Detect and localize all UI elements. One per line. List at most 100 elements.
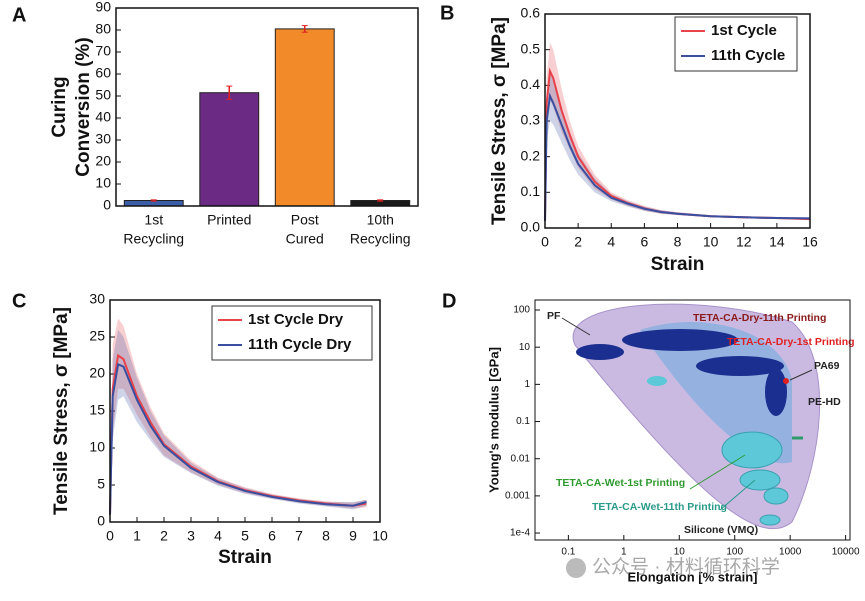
annotation: PA69 xyxy=(814,360,840,372)
y-tick-label: 100 xyxy=(513,305,530,316)
x-tick-label: 6 xyxy=(640,234,648,250)
x-tick-label: 2 xyxy=(574,234,582,250)
x-tick-label: 9 xyxy=(349,528,357,544)
x-tick-label: 14 xyxy=(769,234,785,250)
annotation: PF xyxy=(547,310,561,322)
y-tick-label: 0.3 xyxy=(521,112,541,128)
leader-line xyxy=(789,369,813,381)
y-tick-label: 90 xyxy=(95,0,111,15)
x-tick-label: Recycling xyxy=(123,231,184,247)
material-blob xyxy=(765,368,787,416)
x-axis-label: Strain xyxy=(651,254,705,275)
bar xyxy=(274,28,335,207)
line xyxy=(544,92,811,221)
property-regions xyxy=(561,303,821,578)
leader-line xyxy=(689,454,746,490)
x-tick-label: 1st xyxy=(144,212,163,228)
material-blob xyxy=(739,469,781,491)
leader-line xyxy=(561,317,591,336)
material-blob xyxy=(696,356,784,376)
legend-label: 11th Cycle xyxy=(711,47,785,64)
x-tick-label: 0.1 xyxy=(561,547,575,558)
x-tick-label: 6 xyxy=(268,528,276,544)
x-tick-label: 8 xyxy=(674,234,682,250)
x-tick-label: 3 xyxy=(187,528,195,544)
bar xyxy=(199,92,260,207)
y-tick-label: 30 xyxy=(95,131,111,147)
x-tick-label: 7 xyxy=(295,528,303,544)
x-tick-label: 4 xyxy=(214,528,222,544)
legend-label: 1st Cycle xyxy=(711,22,777,39)
panel-label: C xyxy=(12,290,26,312)
y-tick-label: 0.1 xyxy=(521,183,541,199)
x-tick-label: 1000 xyxy=(779,547,802,558)
y-axis-label: Tensile Stress, σ [MPa] xyxy=(51,307,72,515)
y-axis-label: Curing xyxy=(49,76,70,137)
material-blob xyxy=(763,487,789,505)
x-tick-label: 4 xyxy=(607,234,615,250)
y-tick-label: 0.5 xyxy=(521,40,541,56)
y-tick-label: 25 xyxy=(89,328,105,344)
line xyxy=(109,362,367,515)
y-tick-label: 60 xyxy=(95,65,111,81)
material-blob xyxy=(622,329,738,351)
x-tick-label: 10 xyxy=(372,528,388,544)
x-tick-label: 10 xyxy=(674,547,686,558)
annotation: TETA-CA-Wet-11th Printing xyxy=(592,501,727,513)
y-tick-label: 1 xyxy=(524,379,530,390)
watermark: 公众号 · 材料循环科学 xyxy=(592,556,780,578)
y-tick-label: 0.01 xyxy=(511,453,531,464)
plot-frame xyxy=(534,299,851,541)
y-tick-label: 0 xyxy=(103,197,111,213)
plot-frame xyxy=(109,299,381,523)
y-axis-label: Young's modulus [GPa] xyxy=(486,347,501,493)
material-blob xyxy=(576,344,624,360)
annotation: TETA-CA-Wet-1st Printing xyxy=(556,477,685,489)
y-tick-label: 20 xyxy=(95,153,111,169)
x-tick-label: Post xyxy=(291,212,319,228)
x-axis-label: Elongation [% strain] xyxy=(628,569,758,584)
material-blob xyxy=(647,376,667,386)
panel-label: B xyxy=(440,2,454,24)
y-tick-label: 0.0 xyxy=(521,219,541,235)
annotation: PE-HD xyxy=(808,396,841,408)
x-tick-label: 2 xyxy=(160,528,168,544)
x-tick-label: 100 xyxy=(726,547,743,558)
y-tick-label: 0 xyxy=(97,513,105,529)
leader-line xyxy=(719,479,756,511)
y-axis-label: Conversion (%) xyxy=(73,37,94,176)
legend xyxy=(674,16,798,72)
y-tick-label: 50 xyxy=(95,87,111,103)
y-tick-label: 80 xyxy=(95,21,111,37)
material-blob xyxy=(759,514,781,526)
y-tick-label: 0.001 xyxy=(505,491,530,502)
x-tick-label: 10th xyxy=(367,212,394,228)
material-blob xyxy=(721,431,783,469)
legend xyxy=(211,305,373,361)
y-tick-label: 10 xyxy=(89,439,105,455)
y-tick-label: 5 xyxy=(97,476,105,492)
x-tick-label: Cured xyxy=(286,231,324,247)
y-tick-label: 70 xyxy=(95,43,111,59)
y-axis-label: Tensile Stress, σ [MPa] xyxy=(489,17,510,225)
annotation: Silicone (VMQ) xyxy=(684,524,758,536)
x-tick-label: 10000 xyxy=(832,547,860,558)
y-tick-label: 1e-4 xyxy=(510,528,530,539)
x-tick-label: 16 xyxy=(802,234,818,250)
x-tick-label: 5 xyxy=(241,528,249,544)
x-tick-label: Recycling xyxy=(350,231,411,247)
y-tick-label: 0.2 xyxy=(521,147,541,163)
y-tick-label: 20 xyxy=(89,365,105,381)
x-tick-label: 10 xyxy=(703,234,719,250)
annotation: TETA-CA-Dry-1st Printing xyxy=(727,336,855,348)
legend-label: 1st Cycle Dry xyxy=(248,311,344,328)
x-tick-label: Printed xyxy=(207,212,251,228)
y-tick-label: 0.1 xyxy=(516,416,530,427)
legend-label: 11th Cycle Dry xyxy=(248,336,352,353)
y-tick-label: 0.4 xyxy=(521,76,541,92)
y-tick-label: 30 xyxy=(89,291,105,307)
x-tick-label: 0 xyxy=(541,234,549,250)
panel-label: A xyxy=(12,4,26,26)
plot-frame xyxy=(544,13,811,229)
